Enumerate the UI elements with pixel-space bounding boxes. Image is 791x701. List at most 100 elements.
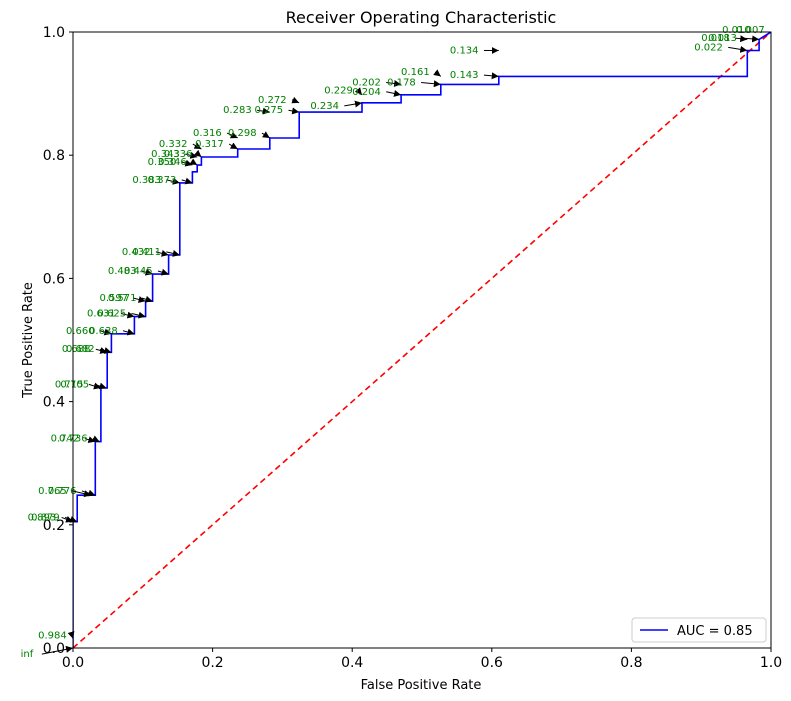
threshold-label: 0.688 [62, 344, 91, 355]
threshold-label: 0.682 [66, 344, 95, 355]
y-tick-label: 0.2 [43, 518, 65, 534]
legend: AUC = 0.85 [631, 617, 767, 643]
chance-diagonal-line [72, 31, 772, 649]
threshold-label: 0.317 [195, 139, 224, 150]
threshold-label: 0.373 [148, 175, 177, 186]
threshold-label: 0.571 [108, 293, 137, 304]
threshold-label: 0.010 [722, 25, 751, 36]
threshold-label: 0.631 [87, 309, 116, 320]
threshold-arrow [133, 296, 146, 303]
threshold-arrow [41, 645, 74, 655]
threshold-arrow [189, 158, 198, 166]
threshold-arrow [735, 35, 748, 43]
threshold-arrow [99, 347, 112, 354]
threshold-label: 0.007 [736, 25, 765, 36]
threshold-label: 0.742 [51, 434, 80, 445]
threshold-arrow [386, 80, 402, 87]
threshold-arrow [386, 89, 402, 97]
threshold-label: 0.346 [158, 157, 187, 168]
threshold-arrow [344, 100, 363, 108]
threshold-arrow [291, 96, 300, 104]
x-tick-label: 0.2 [201, 655, 223, 671]
threshold-label: 0.229 [324, 86, 353, 97]
threshold-arrow [256, 107, 270, 115]
threshold-label: 0.432 [122, 247, 151, 258]
threshold-label: 0.445 [124, 266, 153, 277]
y-tick-label: 0.8 [43, 148, 65, 164]
threshold-label: 0.411 [132, 247, 161, 258]
threshold-label: 0.765 [38, 486, 67, 497]
threshold-label: 0.336 [164, 149, 193, 160]
y-axis-ticks: 0.00.20.40.60.81.0 [43, 25, 73, 657]
threshold-label: 0.143 [450, 70, 479, 81]
y-tick-label: 1.0 [43, 25, 65, 41]
threshold-arrow [155, 249, 169, 257]
threshold-label: 0.350 [148, 157, 177, 168]
threshold-arrow [131, 311, 146, 319]
threshold-arrow [192, 142, 202, 150]
threshold-label: 0.383 [132, 175, 161, 186]
threshold-arrow [166, 177, 180, 185]
threshold-label: 0.879 [31, 512, 60, 523]
x-axis-ticks: 0.0 0.2 0.4 0.6 0.8 1.0 [62, 648, 782, 671]
threshold-label: 0.984 [38, 631, 67, 642]
threshold-arrow [141, 295, 153, 303]
threshold-arrow [261, 131, 271, 139]
threshold-label: 0.013 [708, 33, 737, 44]
threshold-arrow [91, 435, 100, 443]
threshold-arrow [193, 149, 202, 158]
threshold-label: 0.776 [48, 486, 77, 497]
threshold-label: 0.134 [450, 45, 479, 56]
threshold-arrow [141, 268, 153, 276]
y-tick-label: 0.4 [43, 395, 65, 411]
legend-box [631, 617, 767, 643]
threshold-arrow [94, 382, 107, 390]
threshold-arrow [166, 250, 180, 257]
threshold-arrow [288, 107, 300, 115]
threshold-arrow [354, 87, 363, 96]
threshold-label: 0.597 [100, 293, 129, 304]
threshold-label: 0.705 [60, 379, 89, 390]
x-tick-label: 1.0 [760, 655, 782, 671]
threshold-label: 0.316 [193, 128, 222, 139]
threshold-label: 0.483 [108, 266, 137, 277]
threshold-arrow [120, 311, 135, 319]
threshold-label: 0.022 [694, 42, 723, 53]
chart-title: Receiver Operating Characteristic [286, 8, 557, 27]
threshold-label: 0.234 [310, 101, 339, 112]
y-axis-label: True Positive Rate [21, 282, 36, 399]
threshold-arrow [728, 45, 748, 53]
threshold-arrow [483, 72, 499, 80]
threshold-label: 0.715 [55, 379, 84, 390]
threshold-arrow [122, 328, 135, 336]
threshold-arrow [421, 80, 441, 88]
threshold-arrow [64, 516, 78, 523]
threshold-arrow [742, 35, 760, 43]
threshold-label: 0.625 [97, 309, 126, 320]
roc-curve-line [73, 32, 771, 648]
threshold-arrow [226, 131, 238, 139]
threshold-label: 0.660 [66, 326, 95, 337]
threshold-label: 0.332 [159, 139, 188, 150]
threshold-annotations: inf0.9840.8930.8790.7760.7650.7420.7360.… [21, 25, 765, 660]
threshold-label: 0.161 [401, 67, 430, 78]
threshold-label: 0.283 [223, 105, 252, 116]
threshold-arrow [228, 142, 238, 150]
threshold-label: 0.893 [28, 512, 57, 523]
y-tick-label: 0.6 [43, 271, 65, 287]
threshold-label: 0.018 [701, 33, 730, 44]
x-tick-label: 0.8 [620, 655, 642, 671]
threshold-label: 0.343 [151, 149, 180, 160]
threshold-label: 0.275 [254, 105, 283, 116]
threshold-label: 0.204 [352, 87, 381, 98]
x-tick-label: 0.6 [481, 655, 503, 671]
x-tick-label: 0.4 [341, 655, 363, 671]
threshold-label: 0.202 [352, 78, 381, 89]
legend-label: AUC = 0.85 [677, 624, 753, 639]
threshold-label: inf [21, 649, 34, 660]
threshold-arrow [71, 490, 92, 498]
threshold-arrow [433, 69, 442, 77]
threshold-arrow [99, 328, 112, 336]
threshold-label: 0.272 [258, 95, 287, 106]
